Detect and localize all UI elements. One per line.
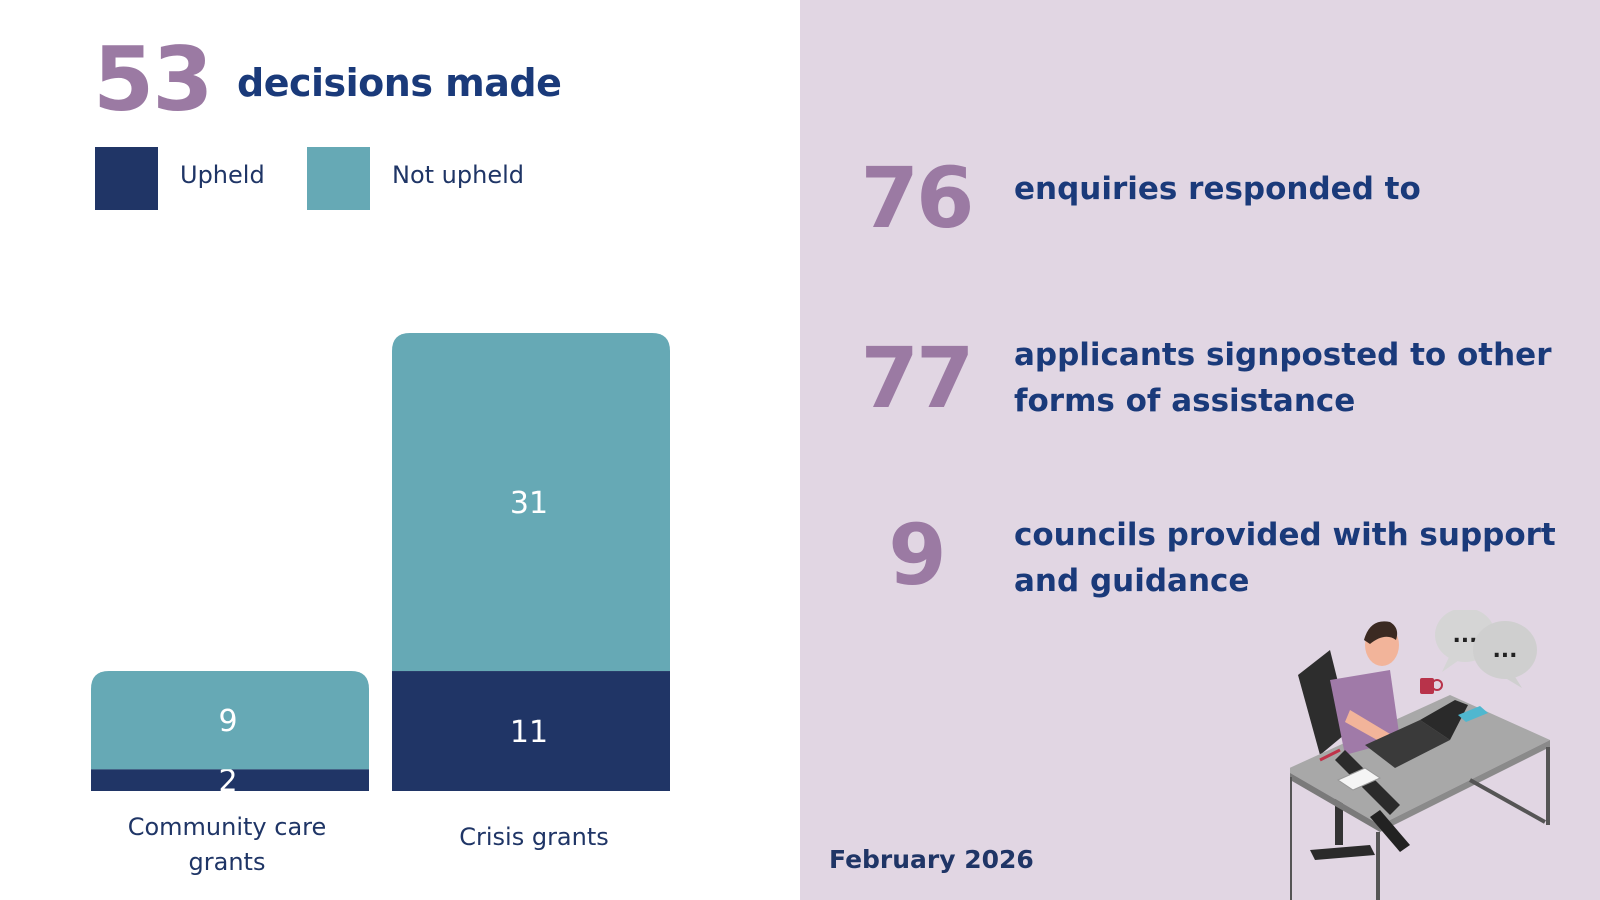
bar-value-crisis-not-upheld: 31	[510, 486, 548, 521]
stat-text-councils: councils provided with support and guida…	[1014, 517, 1556, 599]
bar-crisis-not-upheld	[392, 333, 670, 672]
legend-label-not-upheld: Not upheld	[392, 161, 524, 189]
svg-text:...: ...	[1452, 623, 1477, 648]
desk	[1290, 695, 1550, 900]
stat-number-enquiries: 76	[860, 149, 975, 247]
notebook-icon	[1336, 767, 1382, 791]
bar-value-community-care-upheld: 2	[218, 764, 237, 799]
pen-icon	[1319, 748, 1341, 762]
bar-value-crisis-upheld: 11	[510, 715, 548, 750]
bar-community-care-not-upheld	[91, 671, 369, 770]
stacked-bar-chart: 2 9 11 31	[91, 333, 670, 799]
legend-swatch-not-upheld	[307, 147, 370, 210]
person-at-desk-illustration: ... ...	[1290, 610, 1550, 900]
decisions-panel: 53 decisions made Upheld Not upheld 2 9 11…	[91, 28, 670, 876]
stat-number-councils: 9	[888, 506, 946, 604]
decisions-label: decisions made	[237, 61, 562, 105]
decisions-total: 53	[93, 28, 213, 131]
svg-text:...: ...	[1492, 638, 1517, 663]
bar-community-care-upheld	[91, 769, 369, 791]
bar-value-community-care-not-upheld: 9	[218, 704, 237, 739]
laptop-icon	[1365, 700, 1468, 768]
stat-text-enquiries: enquiries responded to	[1014, 171, 1421, 207]
stat-number-signposted: 77	[860, 329, 975, 427]
category-label-crisis: Crisis grants	[459, 823, 609, 851]
stats-panel: 76 enquiries responded to 77 applicants …	[800, 0, 1600, 900]
mug-icon	[1420, 678, 1443, 694]
report-date: February 2026	[829, 845, 1034, 874]
phone-icon	[1458, 706, 1488, 722]
bar-crisis-upheld	[392, 671, 670, 791]
legend-label-upheld: Upheld	[180, 161, 265, 189]
legend-swatch-upheld	[95, 147, 158, 210]
speech-bubble-2: ...	[1473, 621, 1537, 688]
stat-text-signposted: applicants signposted to other forms of …	[1014, 337, 1552, 419]
category-label-community-care: Community care grants	[127, 813, 327, 876]
